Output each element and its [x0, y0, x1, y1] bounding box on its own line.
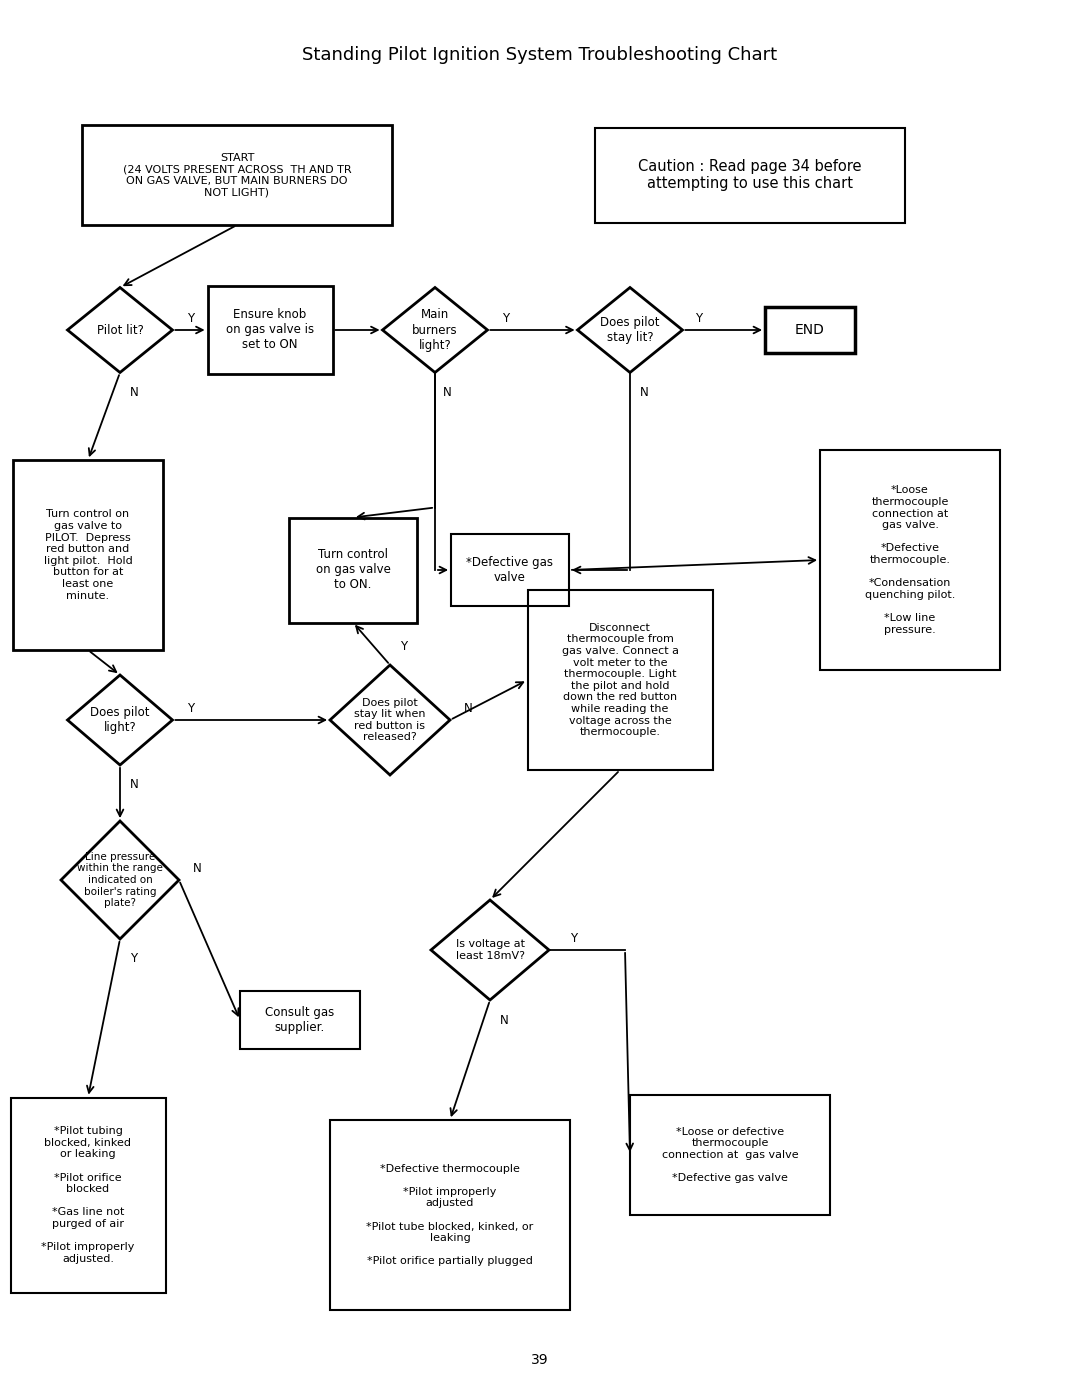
Bar: [820, 450, 1000, 671]
Text: *Loose or defective
thermocouple
connection at  gas valve

*Defective gas valve: *Loose or defective thermocouple connect…: [662, 1127, 798, 1183]
Text: N: N: [130, 778, 138, 792]
Text: Standing Pilot Ignition System Troubleshooting Chart: Standing Pilot Ignition System Troublesh…: [302, 46, 778, 64]
Bar: [451, 534, 569, 606]
Text: N: N: [130, 386, 138, 400]
Text: N: N: [500, 1013, 509, 1027]
Bar: [240, 990, 360, 1049]
Text: END: END: [795, 323, 825, 337]
Text: Does pilot
stay lit?: Does pilot stay lit?: [600, 316, 660, 344]
Text: Y: Y: [131, 953, 137, 965]
Text: N: N: [639, 386, 648, 400]
Text: N: N: [463, 701, 472, 714]
Text: N: N: [443, 386, 451, 400]
Bar: [82, 124, 392, 225]
Text: Y: Y: [570, 932, 578, 944]
Text: Pilot lit?: Pilot lit?: [96, 324, 144, 337]
Bar: [330, 1120, 570, 1310]
Text: Y: Y: [401, 640, 407, 654]
Text: Main
burners
light?: Main burners light?: [413, 309, 458, 352]
Text: Disconnect
thermocouple from
gas valve. Connect a
volt meter to the
thermocouple: Disconnect thermocouple from gas valve. …: [562, 623, 678, 738]
Text: Y: Y: [694, 312, 702, 324]
Text: *Loose
thermocouple
connection at
gas valve.

*Defective
thermocouple.

*Condens: *Loose thermocouple connection at gas va…: [865, 485, 955, 634]
Text: Y: Y: [187, 312, 194, 324]
Bar: [765, 307, 855, 353]
Text: Y: Y: [187, 701, 194, 714]
Text: *Defective thermocouple

*Pilot improperly
adjusted

*Pilot tube blocked, kinked: *Defective thermocouple *Pilot improperl…: [366, 1164, 534, 1267]
Text: Turn control on
gas valve to
PILOT.  Depress
red button and
light pilot.  Hold
b: Turn control on gas valve to PILOT. Depr…: [43, 510, 133, 601]
Bar: [11, 1098, 165, 1292]
Text: Is voltage at
least 18mV?: Is voltage at least 18mV?: [456, 939, 525, 961]
Bar: [630, 1095, 831, 1215]
Text: Line pressure
within the range
indicated on
boiler's rating
plate?: Line pressure within the range indicated…: [77, 852, 163, 908]
Text: N: N: [192, 862, 201, 875]
Text: Does pilot
stay lit when
red button is
released?: Does pilot stay lit when red button is r…: [354, 697, 426, 742]
Bar: [207, 286, 333, 374]
Text: *Defective gas
valve: *Defective gas valve: [467, 556, 554, 584]
Bar: [13, 460, 163, 650]
Text: Turn control
on gas valve
to ON.: Turn control on gas valve to ON.: [315, 549, 391, 591]
Text: START
(24 VOLTS PRESENT ACROSS  TH AND TR
ON GAS VALVE, BUT MAIN BURNERS DO
NOT : START (24 VOLTS PRESENT ACROSS TH AND TR…: [123, 152, 351, 197]
Bar: [289, 517, 417, 623]
Text: Ensure knob
on gas valve is
set to ON: Ensure knob on gas valve is set to ON: [226, 309, 314, 352]
Text: Does pilot
light?: Does pilot light?: [91, 705, 150, 733]
Text: *Pilot tubing
blocked, kinked
or leaking

*Pilot orifice
blocked

*Gas line not
: *Pilot tubing blocked, kinked or leaking…: [41, 1126, 135, 1264]
Text: Caution : Read page 34 before
attempting to use this chart: Caution : Read page 34 before attempting…: [638, 159, 862, 191]
Text: 39: 39: [531, 1354, 549, 1368]
Bar: [595, 127, 905, 222]
Text: Y: Y: [502, 312, 509, 324]
Bar: [527, 590, 713, 770]
Text: Consult gas
supplier.: Consult gas supplier.: [266, 1006, 335, 1034]
